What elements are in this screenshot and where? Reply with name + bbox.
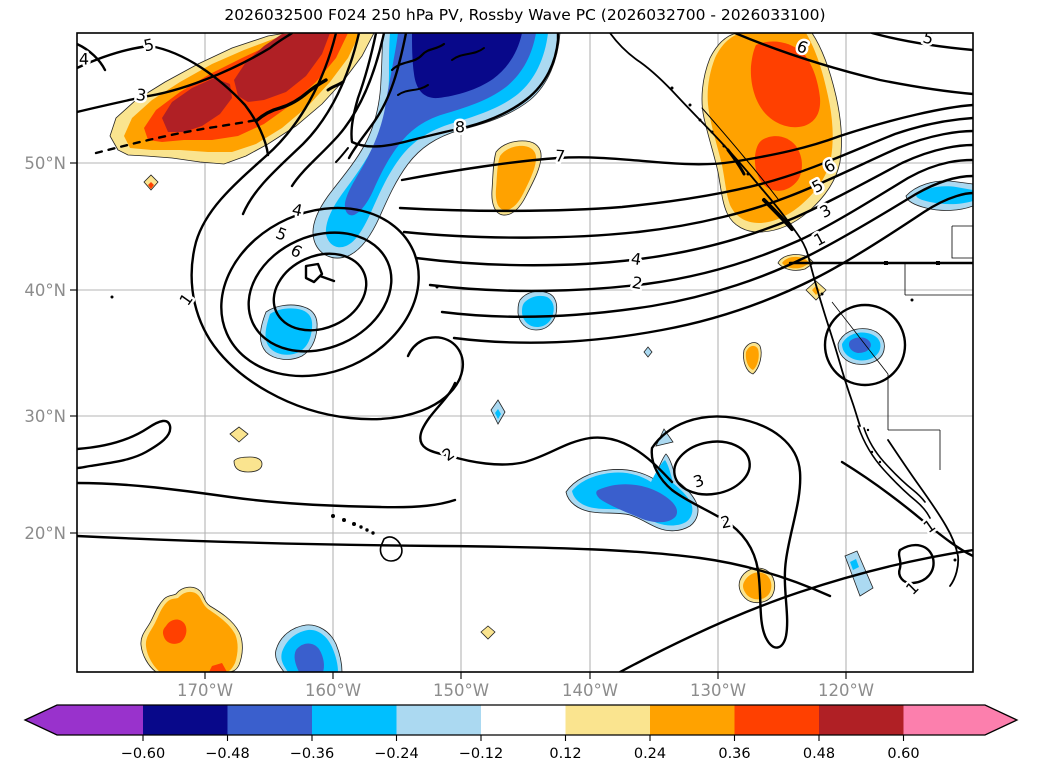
colorbar-tick-label: 0.12 xyxy=(549,746,581,762)
lat-tick-label: 40°N xyxy=(24,281,66,300)
shading-negative-navy xyxy=(412,33,522,99)
colorbar-tick-label: 0.48 xyxy=(803,746,835,762)
colorbar-segment xyxy=(143,705,228,735)
contour-label: 2 xyxy=(719,512,733,533)
lon-tick-label: 130°W xyxy=(690,681,746,700)
colorbar-segment xyxy=(650,705,735,735)
lat-tick-label: 20°N xyxy=(24,524,66,543)
colorbar-tick-label: −0.24 xyxy=(374,746,418,762)
contour-label: 3 xyxy=(691,470,707,491)
colorbar-tick-label: −0.60 xyxy=(121,746,165,762)
coastlines xyxy=(94,33,960,587)
colorbar: −0.60 −0.48 −0.36 −0.24 −0.12 0.12 0.24 … xyxy=(23,704,1019,762)
lon-tick-label: 170°W xyxy=(177,681,233,700)
lat-tick-label: 50°N xyxy=(24,154,66,173)
contour-label: 4 xyxy=(79,50,89,69)
lat-tick-label: 30°N xyxy=(24,407,66,426)
colorbar-segment xyxy=(481,705,566,735)
axis-ticks xyxy=(70,162,847,679)
colorbar-segment xyxy=(396,705,481,735)
contour-label: 2 xyxy=(439,443,458,464)
colorbar-tick-label: 0.36 xyxy=(718,746,750,762)
colorbar-segment xyxy=(312,705,397,735)
lon-tick-label: 150°W xyxy=(433,681,489,700)
contour-label: 8 xyxy=(455,118,465,137)
colorbar-segment xyxy=(734,705,819,735)
shading-positive-dark-red xyxy=(162,33,330,132)
colorbar-tick-label: 0.60 xyxy=(887,746,919,762)
colorbar-segment xyxy=(565,705,650,735)
lon-tick-label: 140°W xyxy=(562,681,618,700)
colorbar-under-arrow xyxy=(25,705,143,735)
longitude-axis-labels: 170°W 160°W 150°W 140°W 130°W 120°W xyxy=(177,681,874,700)
colorbar-segment xyxy=(819,705,904,735)
lon-tick-label: 120°W xyxy=(818,681,874,700)
latitude-axis-labels: 50°N 40°N 30°N 20°N xyxy=(24,154,66,543)
contour-label: 4 xyxy=(630,249,643,269)
state-borders xyxy=(831,225,973,470)
colorbar-tick-label: −0.12 xyxy=(459,746,503,762)
colorbar-tick-labels: −0.60 −0.48 −0.36 −0.24 −0.12 0.12 0.24 … xyxy=(121,746,920,762)
colorbar-tick-label: 0.24 xyxy=(634,746,666,762)
contour-label: 4 xyxy=(290,200,304,221)
colorbar-ticks xyxy=(142,735,905,741)
colorbar-outline xyxy=(23,704,1019,736)
colorbar-tick-label: −0.36 xyxy=(290,746,334,762)
pv-contour-lines xyxy=(77,33,973,672)
contour-label: 3 xyxy=(817,200,835,222)
colorbar-tick-label: −0.48 xyxy=(205,746,249,762)
contour-label: 5 xyxy=(142,35,156,56)
contour-label: 7 xyxy=(554,146,565,166)
contour-label: 5 xyxy=(273,223,290,244)
lon-tick-label: 160°W xyxy=(305,681,361,700)
colorbar-over-arrow xyxy=(903,705,1017,735)
map-frame xyxy=(76,32,974,673)
chart-title: 2026032500 F024 250 hPa PV, Rossby Wave … xyxy=(224,6,825,24)
contour-label: 1 xyxy=(920,515,939,536)
colorbar-segment xyxy=(227,705,312,735)
